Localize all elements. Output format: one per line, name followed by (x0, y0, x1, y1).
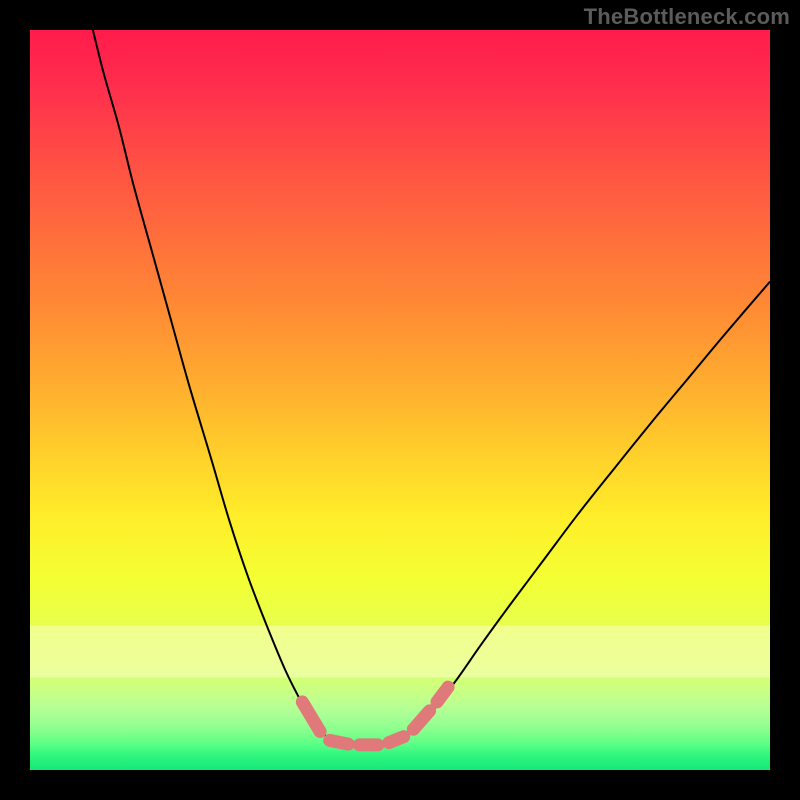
plot-area (30, 30, 770, 770)
pale-band (30, 626, 770, 678)
watermark-text: TheBottleneck.com (584, 4, 790, 30)
marker-segment (330, 740, 349, 744)
marker-segment (389, 737, 404, 743)
chart-frame: TheBottleneck.com (0, 0, 800, 800)
plot-svg (30, 30, 770, 770)
marker-segment (437, 687, 448, 702)
